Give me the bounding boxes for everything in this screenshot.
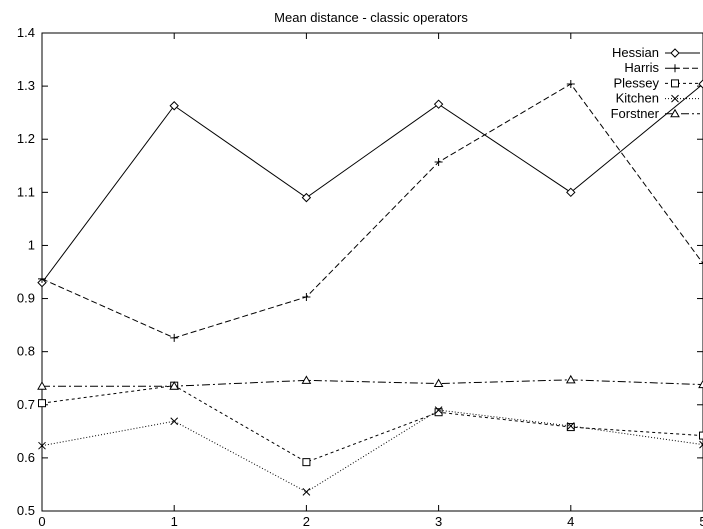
- data-point-plessey: [699, 431, 703, 440]
- legend-label: Forstner: [611, 106, 660, 121]
- series-line-plessey: [41, 385, 703, 463]
- data-point-hessian: [566, 187, 576, 198]
- legend-label: Hessian: [612, 45, 659, 60]
- data-point-forstner: [433, 378, 444, 388]
- data-point-plessey: [302, 458, 311, 467]
- legend-label: Harris: [624, 60, 659, 75]
- data-point-forstner: [565, 374, 576, 384]
- series-forstner: [37, 374, 703, 390]
- data-point-harris: [38, 274, 46, 283]
- legend-marker: [670, 48, 680, 58]
- y-axis: 0.5 0.6 0.7 0.8 0.9 1 1.1 1.2 1.3 1.4: [17, 25, 703, 518]
- data-point-hessian: [169, 101, 179, 111]
- x-axis: 0 1 2 3 4 5: [38, 33, 703, 529]
- data-point-plessey: [566, 423, 575, 432]
- data-point-harris: [170, 333, 179, 342]
- y-tick-label: 0.8: [17, 344, 35, 359]
- legend-label: Kitchen: [616, 91, 659, 106]
- legend-marker: [671, 94, 679, 103]
- data-point-plessey: [38, 399, 46, 408]
- y-tick-label: 1.1: [17, 184, 35, 199]
- data-point-kitchen: [302, 488, 311, 496]
- x-tick-label: 1: [171, 514, 178, 529]
- data-point-kitchen: [699, 440, 703, 449]
- data-point-harris: [434, 158, 443, 167]
- x-tick-label: 5: [699, 514, 703, 529]
- series-line-hessian: [41, 83, 703, 283]
- data-point-hessian: [301, 192, 312, 203]
- y-tick-label: 0.7: [17, 397, 35, 412]
- legend-item-harris: Harris: [624, 60, 700, 75]
- legend-item-plessey: Plessey: [613, 75, 700, 90]
- y-tick-label: 1: [28, 237, 35, 252]
- y-tick-label: 0.6: [17, 450, 35, 465]
- legend-item-kitchen: Kitchen: [616, 91, 700, 106]
- series-harris: [38, 79, 703, 342]
- legend-marker: [671, 79, 679, 88]
- x-tick-label: 2: [303, 514, 310, 529]
- legend-item-forstner: Forstner: [611, 106, 700, 121]
- legend-marker: [670, 108, 680, 118]
- data-point-kitchen: [170, 417, 179, 426]
- series-plessey: [38, 381, 703, 467]
- legend-label: Plessey: [613, 75, 659, 90]
- x-tick-label: 4: [567, 514, 574, 529]
- data-point-forstner: [169, 381, 180, 390]
- y-tick-label: 1.2: [17, 131, 35, 146]
- data-point-forstner: [698, 379, 703, 389]
- data-point-forstner: [301, 375, 312, 384]
- series-line-kitchen: [41, 409, 703, 493]
- y-tick-label: 1.4: [17, 25, 35, 40]
- legend-marker: [671, 64, 679, 73]
- chart-title: Mean distance - classic operators: [274, 10, 468, 25]
- series-kitchen: [38, 406, 703, 496]
- data-point-kitchen: [38, 441, 46, 450]
- plot-frame: [41, 32, 703, 512]
- y-tick-label: 1.3: [17, 78, 35, 93]
- data-point-hessian: [433, 99, 444, 109]
- data-point-harris: [699, 259, 703, 268]
- x-tick-label: 3: [435, 514, 442, 529]
- series-line-forstner: [42, 379, 703, 387]
- data-point-forstner: [37, 381, 47, 390]
- legend-item-hessian: Hessian: [612, 45, 700, 60]
- y-tick-label: 0.9: [17, 291, 35, 306]
- data-point-kitchen: [434, 406, 443, 414]
- y-tick-label: 0.5: [17, 503, 35, 518]
- data-point-hessian: [698, 79, 703, 89]
- series-layer: [37, 79, 703, 496]
- data-point-harris: [566, 79, 575, 88]
- data-point-kitchen: [566, 422, 575, 430]
- x-tick-label: 0: [38, 514, 45, 529]
- data-point-harris: [302, 292, 311, 301]
- series-hessian: [37, 79, 703, 288]
- series-line-harris: [41, 83, 703, 339]
